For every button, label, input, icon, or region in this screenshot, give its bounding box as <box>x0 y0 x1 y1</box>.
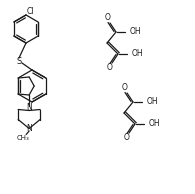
Text: CH₃: CH₃ <box>17 134 29 140</box>
Text: N: N <box>26 124 32 133</box>
Text: O: O <box>105 14 111 23</box>
Text: O: O <box>122 83 128 93</box>
Text: S: S <box>16 56 22 66</box>
Text: O: O <box>124 133 130 143</box>
Text: OH: OH <box>132 49 144 59</box>
Text: O: O <box>107 63 113 73</box>
Text: Cl: Cl <box>27 7 35 16</box>
Text: OH: OH <box>149 120 161 128</box>
Text: N: N <box>26 104 32 113</box>
Text: OH: OH <box>147 98 159 107</box>
Text: OH: OH <box>130 28 142 36</box>
